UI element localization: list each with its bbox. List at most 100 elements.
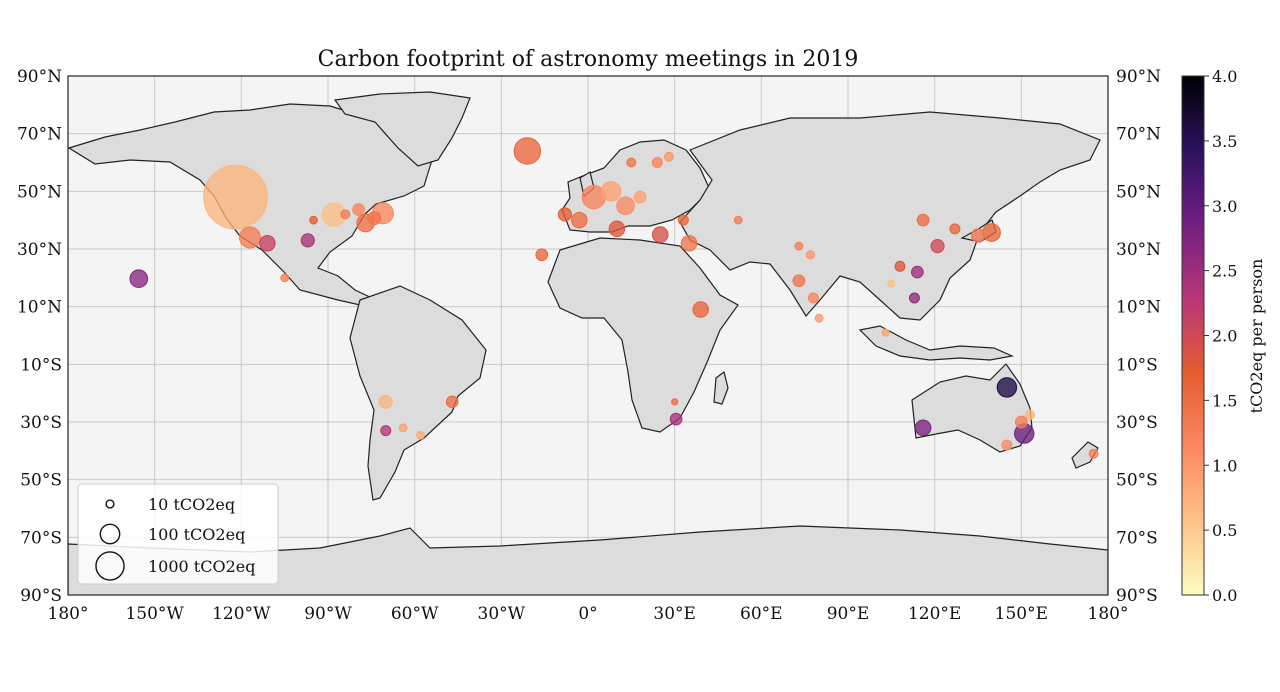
meeting-marker — [914, 419, 932, 437]
meeting-marker — [887, 279, 896, 288]
colorbar-label: tCO2eq per person — [1247, 259, 1266, 414]
y-tick-label-right: 70°S — [1116, 528, 1158, 548]
y-tick-label-right: 50°S — [1116, 471, 1158, 491]
meeting-marker — [309, 215, 318, 225]
legend-label: 1000 tCO2eq — [148, 557, 255, 576]
meeting-marker — [680, 234, 698, 252]
legend-size-marker — [99, 523, 121, 545]
legend-label: 10 tCO2eq — [148, 495, 235, 514]
meeting-marker — [513, 137, 542, 165]
legend-label: 100 tCO2eq — [148, 525, 245, 544]
meeting-marker — [300, 233, 315, 248]
meeting-marker — [949, 223, 961, 235]
meeting-marker — [663, 151, 674, 162]
meeting-marker — [340, 209, 351, 220]
meeting-marker — [626, 157, 637, 168]
meeting-marker — [1088, 448, 1099, 459]
x-tick-label: 150°E — [995, 604, 1048, 624]
chart-title: Carbon footprint of astronomy meetings i… — [318, 47, 859, 72]
x-tick-label: 90°W — [304, 604, 352, 624]
x-tick-label: 180° — [1088, 604, 1129, 624]
meeting-marker — [1001, 439, 1013, 451]
plot-frame — [67, 75, 1109, 596]
x-tick-label: 180° — [48, 604, 89, 624]
asia — [679, 111, 1101, 321]
x-tick-label: 30°E — [653, 604, 696, 624]
meeting-marker — [445, 395, 459, 409]
y-tick-label-left: 50°S — [20, 471, 62, 491]
y-tick-label-left: 10°N — [17, 298, 62, 318]
meeting-marker — [916, 213, 930, 227]
meeting-marker — [378, 394, 393, 409]
meeting-marker — [416, 430, 425, 440]
meeting-marker — [651, 226, 669, 243]
meeting-marker — [398, 423, 408, 433]
meeting-marker — [259, 234, 276, 252]
y-tick-label-right: 10°N — [1116, 298, 1161, 318]
meeting-marker — [571, 211, 588, 229]
antarctica — [68, 525, 1108, 595]
meeting-marker — [908, 292, 920, 304]
colorbar-gradient — [1181, 75, 1205, 596]
meeting-marker — [805, 250, 816, 260]
meeting-marker — [881, 328, 890, 337]
meeting-marker — [677, 214, 689, 226]
south-america — [349, 285, 487, 501]
meeting-marker — [608, 220, 626, 238]
colorbar-tick-label: 4.0 — [1212, 67, 1237, 86]
colorbar-tick-label: 1.5 — [1212, 391, 1237, 410]
x-tick-label: 90°E — [827, 604, 870, 624]
legend-size-marker — [95, 551, 125, 581]
x-tick-label: 120°E — [908, 604, 961, 624]
meeting-marker — [792, 274, 806, 288]
colorbar-tick-label: 3.0 — [1212, 197, 1237, 216]
colorbar-tick-label: 1.0 — [1212, 456, 1237, 475]
y-axis-ticks-left: 90°N 70°N 50°N 30°N 10°N 10°S 30°S 50°S 70°S 90°S — [17, 67, 62, 606]
meeting-marker — [1025, 409, 1035, 420]
colorbar: 0.0 0.5 1.0 1.5 2.0 2.5 3.0 3.5 4.0 tCO2eq per p… — [1181, 67, 1266, 605]
meeting-marker — [982, 223, 1001, 242]
meeting-marker — [894, 260, 906, 272]
x-tick-label: 120°W — [212, 604, 271, 624]
meeting-marker — [692, 301, 709, 318]
meeting-marker — [970, 228, 986, 243]
x-tick-label: 30°W — [478, 604, 526, 624]
madagascar — [713, 370, 729, 405]
meeting-marker — [129, 269, 149, 289]
meeting-marker — [930, 239, 945, 254]
colorbar-tick-label: 2.0 — [1212, 327, 1237, 346]
meeting-marker — [616, 196, 635, 216]
y-tick-label-left: 30°S — [20, 413, 62, 433]
y-tick-label-right: 30°S — [1116, 413, 1158, 433]
y-tick-label-left: 10°S — [20, 355, 62, 375]
meeting-marker — [814, 313, 824, 323]
colorbar-tick-label: 0.5 — [1212, 521, 1237, 540]
meeting-marker — [203, 164, 268, 230]
new-zealand — [1071, 441, 1099, 469]
y-tick-label-right: 30°N — [1116, 240, 1161, 260]
y-tick-label-right: 90°S — [1116, 586, 1158, 606]
y-axis-ticks-right: 90°N 70°N 50°N 30°N 10°N 10°S 30°S 50°S 70°S 90°S — [1116, 67, 1161, 606]
y-tick-label-left: 70°N — [17, 125, 62, 145]
meeting-marker — [535, 248, 549, 262]
meeting-marker — [380, 425, 392, 437]
meeting-marker — [280, 273, 290, 283]
meeting-marker — [807, 292, 819, 304]
meeting-marker — [1014, 415, 1028, 429]
legend-size-marker — [105, 499, 115, 509]
x-tick-label: 0° — [578, 604, 597, 624]
meeting-marker — [352, 203, 365, 216]
meeting-marker — [238, 226, 262, 249]
meeting-marker — [733, 215, 743, 225]
legend-box — [77, 483, 279, 585]
meeting-marker — [671, 398, 679, 406]
meeting-marker — [794, 241, 804, 251]
colorbar-tick-label: 2.5 — [1212, 262, 1237, 281]
land-masses — [68, 91, 1108, 595]
meeting-marker — [910, 265, 924, 279]
greenland — [333, 91, 471, 167]
x-tick-label: 150°W — [125, 604, 184, 624]
y-tick-label-right: 50°N — [1116, 182, 1161, 202]
